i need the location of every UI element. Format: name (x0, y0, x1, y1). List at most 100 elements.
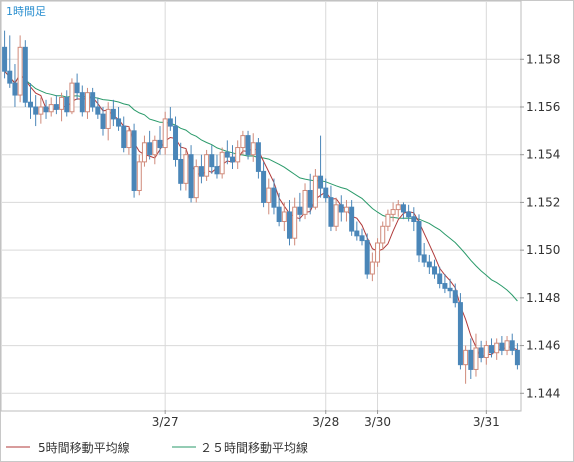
candle (457, 293, 463, 370)
candle (7, 35, 13, 88)
candle-body-up (375, 242, 381, 263)
candle (499, 336, 505, 356)
candle-body-up (126, 130, 132, 149)
candle-body-down (43, 106, 49, 113)
y-tick-label: 1.158 (526, 52, 560, 66)
candle (219, 147, 225, 179)
candle (390, 202, 396, 222)
candle-body-up (250, 142, 256, 156)
candle (105, 102, 111, 141)
candle-body-down (426, 261, 432, 268)
candle (292, 197, 298, 246)
candle (437, 266, 443, 289)
y-tick-label: 1.156 (526, 100, 560, 114)
candle (281, 202, 287, 232)
candle (100, 106, 106, 136)
candle (442, 274, 448, 294)
candle-body-up (193, 166, 199, 199)
candle-body-up (380, 225, 386, 244)
candle (95, 97, 101, 119)
candle-body-down (255, 142, 261, 172)
candle-body-up (235, 147, 241, 163)
candle-body-up (333, 204, 339, 227)
candle-body-up (69, 82, 75, 113)
candle (359, 228, 365, 246)
ma5-line (4, 70, 518, 359)
y-tick-label: 1.154 (526, 148, 560, 162)
candle (131, 123, 137, 198)
candle (188, 145, 194, 203)
x-tick-label: 3/27 (152, 415, 179, 429)
candle-body-down (27, 101, 33, 108)
ma5-layer (4, 70, 518, 359)
candle (349, 200, 355, 236)
candle (421, 242, 427, 267)
candle (494, 338, 500, 360)
candle-body-up (105, 108, 111, 129)
candle (90, 87, 96, 112)
candle (266, 178, 272, 215)
candle (411, 207, 417, 232)
y-axis-ticks: 1.158 1.156 1.154 1.152 1.150 1.148 1.146 1.144 (520, 52, 560, 400)
candle-body-up (17, 46, 23, 96)
candle-body-down (131, 130, 137, 191)
candle (302, 183, 308, 220)
candle-body-down (442, 283, 448, 289)
candle (116, 106, 122, 131)
candle-body-down (276, 206, 282, 223)
candle (147, 130, 153, 160)
candle (297, 192, 303, 222)
candle-body-up (59, 96, 65, 110)
candle (59, 92, 65, 122)
candle-body-down (323, 187, 329, 199)
candle-body-down (416, 221, 422, 256)
candle (432, 259, 438, 279)
candle-body-down (437, 273, 443, 285)
candle (255, 138, 261, 179)
candle-body-up (463, 349, 469, 366)
candle-body-down (167, 118, 173, 127)
candle (198, 154, 204, 184)
candle-body-up (162, 118, 168, 149)
candle (250, 133, 256, 162)
candle-body-up (390, 209, 396, 215)
candle (468, 338, 474, 379)
candle (245, 130, 251, 160)
candle-body-down (7, 70, 13, 84)
candle (473, 333, 479, 377)
candle (276, 192, 282, 227)
candle (126, 126, 132, 155)
candle-body-down (421, 254, 427, 263)
candle-body-down (400, 204, 406, 213)
candle (489, 338, 495, 358)
candle-body-down (22, 46, 28, 103)
candle-body-up (281, 211, 287, 223)
candle-body-down (338, 204, 344, 213)
candle (400, 202, 406, 220)
candle (64, 90, 70, 117)
candle (328, 185, 334, 232)
candle-body-up (504, 340, 510, 351)
candle (312, 169, 318, 210)
candle-body-down (147, 142, 153, 156)
candle (338, 195, 344, 222)
candle-body-down (12, 82, 18, 96)
candle-body-up (38, 106, 44, 115)
candle (152, 135, 158, 165)
candle (48, 97, 54, 117)
candle (514, 343, 520, 370)
candle-body-down (457, 302, 463, 366)
candle-body-down (79, 92, 85, 113)
candle-body-down (100, 113, 106, 129)
candle-body-down (406, 211, 412, 218)
legend-label-ma5: 5時間移動平均線 (38, 440, 130, 455)
candle-body-down (110, 108, 116, 120)
candle-body-down (478, 347, 484, 359)
candle-body-down (74, 82, 80, 94)
candle (261, 161, 267, 208)
candle (178, 142, 184, 191)
candle-body-up (369, 261, 375, 275)
candle-body-down (452, 290, 458, 304)
candle-body-up (152, 139, 158, 156)
